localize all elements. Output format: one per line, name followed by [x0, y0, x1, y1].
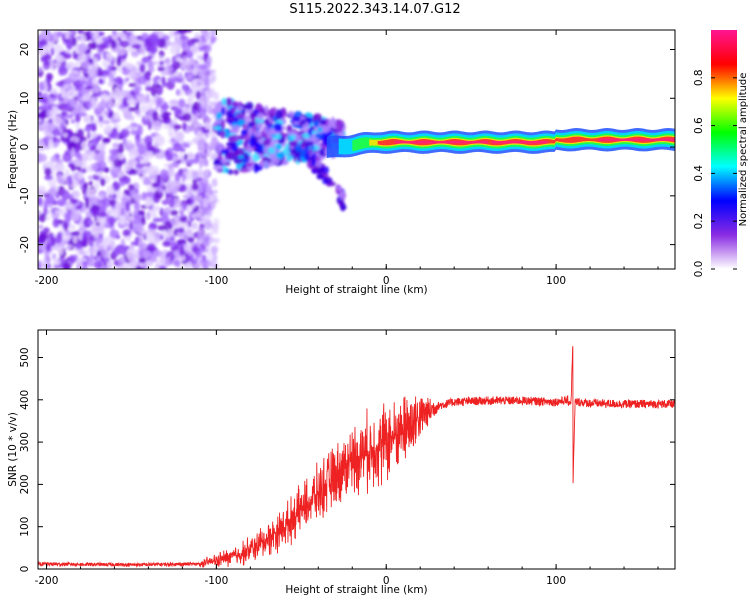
- x-tick-label: -100: [204, 575, 228, 587]
- y-tick-label: -20: [19, 236, 31, 253]
- colorbar-tick-label: 0.4: [693, 165, 705, 182]
- colorbar-tick-label: 0.2: [693, 213, 705, 230]
- y-tick-label: 200: [19, 474, 31, 494]
- y-tick-label: 0: [19, 144, 31, 151]
- colorbar-tick-label: 0.0: [693, 261, 705, 278]
- x-tick-label: -200: [35, 275, 59, 287]
- x-tick-label: -200: [35, 575, 59, 587]
- ridge-core: [598, 138, 675, 141]
- ridge-core: [394, 140, 489, 144]
- spectrogram-marks: [38, 30, 675, 269]
- heatmap-frame: [37, 29, 676, 270]
- y-tick-label: 400: [19, 390, 31, 410]
- colorbar-tick-label: 0.6: [693, 117, 705, 134]
- y-tick-label: 0: [19, 566, 31, 573]
- snr-frame: [37, 329, 676, 570]
- x-tick-label: 0: [383, 275, 390, 287]
- colorbar-label: Normalized spectral amplitude: [738, 73, 749, 227]
- y-axis-label: Frequency (Hz): [7, 110, 19, 189]
- ridge-core: [491, 140, 548, 144]
- x-tick-label: 100: [546, 575, 566, 587]
- colorbar-tick-label: 0.8: [693, 69, 705, 86]
- figure-title: S115.2022.343.14.07.G12: [289, 2, 461, 17]
- snr-series-line: [38, 346, 675, 568]
- y-tick-label: 20: [19, 43, 31, 56]
- y-tick-label: -10: [19, 187, 31, 204]
- x-tick-label: 100: [546, 275, 566, 287]
- x-axis-label: Height of straight line (km): [285, 584, 427, 596]
- x-tick-label: -100: [204, 275, 228, 287]
- y-tick-label: 300: [19, 432, 31, 452]
- x-tick-label: 0: [383, 575, 390, 587]
- y-axis-label: SNR (10 * v/v): [7, 412, 19, 487]
- x-axis-label: Height of straight line (km): [285, 284, 427, 296]
- y-tick-label: 500: [19, 347, 31, 367]
- y-tick-label: 100: [19, 517, 31, 537]
- y-tick-label: 10: [19, 92, 31, 105]
- colorbar: [711, 30, 737, 269]
